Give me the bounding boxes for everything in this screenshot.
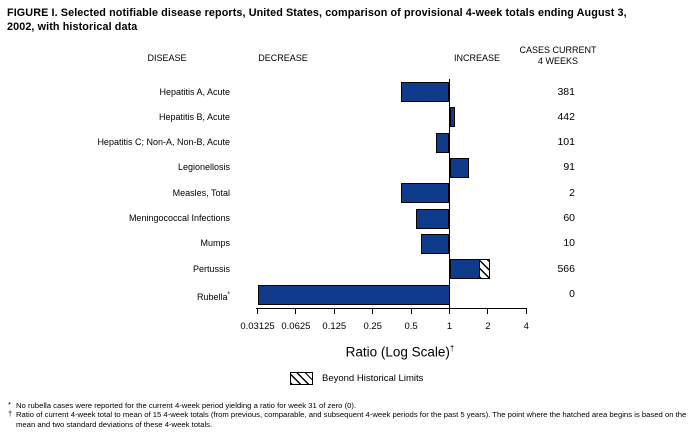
x-axis-tick-label: 0.125 (322, 321, 347, 332)
bar (401, 82, 450, 102)
footnotes: * No rubella cases were reported for the… (7, 399, 693, 429)
bar (449, 259, 490, 280)
footnote-ratio: † Ratio of current 4-week total to mean … (7, 408, 693, 429)
bar (257, 284, 450, 305)
footnote-rubella-text: No rubella cases were reported for the c… (16, 401, 357, 410)
cases-value: 60 (563, 212, 575, 225)
disease-label: Hepatitis C; Non-A, Non-B, Acute (97, 137, 230, 148)
cases-value: 2 (569, 186, 575, 199)
x-axis-title-dagger: † (449, 344, 455, 353)
cases-value: 566 (557, 262, 575, 275)
bar-beyond-limits-segment (478, 260, 489, 279)
x-axis-tick (256, 307, 259, 314)
column-header-disease: DISEASE (147, 53, 187, 63)
x-axis-tick (372, 307, 374, 314)
x-axis-tick-label: 1 (446, 321, 453, 332)
x-axis-tick-label: 0.25 (363, 321, 382, 332)
footnote-rubella: * No rubella cases were reported for the… (7, 399, 693, 411)
column-header-increase: INCREASE (453, 53, 500, 63)
figure-title: FIGURE I. Selected notifiable disease re… (7, 7, 627, 33)
disease-label: Rubella* (196, 291, 230, 303)
cases-value: 381 (557, 85, 575, 98)
cases-value: 91 (563, 161, 575, 174)
x-axis-tick-label: 4 (523, 321, 529, 332)
cases-value: 442 (557, 110, 575, 123)
x-axis-tick-label: 0.03125 (240, 321, 275, 332)
disease-label: Measles, Total (172, 187, 230, 198)
x-axis-tick-label: 0.0625 (281, 321, 311, 332)
bar (449, 107, 455, 128)
cases-value: 101 (557, 136, 575, 149)
baseline-ratio-1 (448, 79, 451, 309)
x-axis-tick-label: 2 (485, 321, 491, 332)
legend-hatch-swatch (290, 372, 313, 385)
disease-label: Mumps (200, 238, 230, 249)
bar-solid-segment (450, 260, 479, 279)
bar (449, 157, 469, 178)
x-axis-tick (410, 307, 412, 314)
disease-label-superscript: * (227, 291, 230, 299)
x-axis-tick (448, 307, 451, 314)
disease-label: Legionellosis (177, 162, 230, 173)
column-header-decrease: DECREASE (258, 53, 308, 63)
bar (401, 183, 450, 204)
disease-label: Pertussis (192, 263, 230, 274)
x-axis-tick (525, 307, 527, 314)
x-axis-tick (333, 307, 335, 314)
bar (436, 132, 450, 153)
disease-label: Hepatitis B, Acute (158, 111, 230, 122)
x-axis-tick (487, 307, 489, 314)
footnote-ratio-marker: † (8, 408, 13, 418)
x-axis-tick (295, 307, 297, 314)
cases-value: 10 (563, 237, 575, 250)
column-header-cases: CASES CURRENT 4 WEEKS (500, 45, 616, 66)
x-axis-tick-label: 0.5 (404, 321, 418, 332)
column-header-cases-line1: CASES CURRENT (519, 45, 597, 55)
disease-label: Meningococcal Infections (128, 213, 230, 224)
footnote-ratio-text: Ratio of current 4-week total to mean of… (16, 410, 687, 429)
cases-value: 0 (569, 288, 575, 301)
x-axis-title: Ratio (Log Scale)† (300, 344, 500, 360)
footnote-rubella-marker: * (8, 399, 11, 409)
legend-label: Beyond Historical Limits (322, 373, 424, 384)
disease-label: Hepatitis A, Acute (159, 86, 230, 97)
x-axis-title-text: Ratio (Log Scale) (345, 344, 450, 360)
column-header-cases-line2: 4 WEEKS (537, 55, 578, 66)
x-axis-line (256, 307, 527, 309)
bar (416, 208, 450, 229)
bar (421, 233, 450, 254)
